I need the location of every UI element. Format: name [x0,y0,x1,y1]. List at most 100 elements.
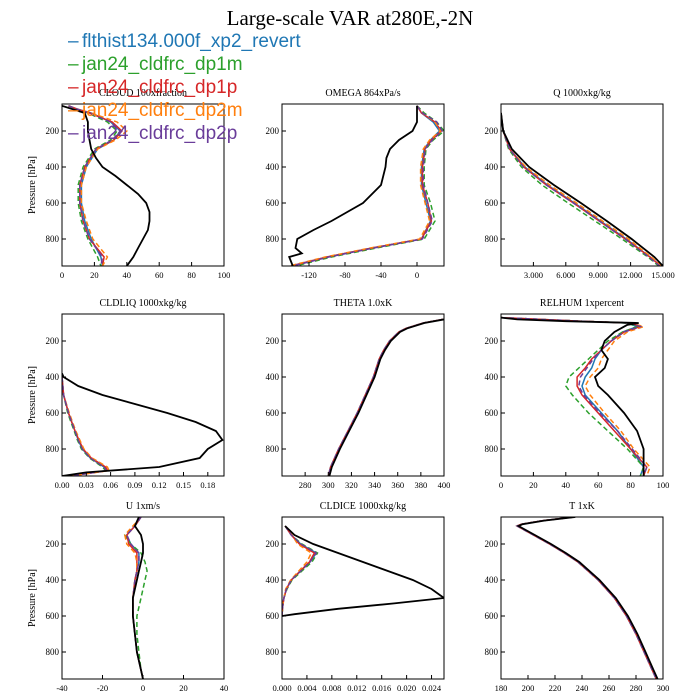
series-line [125,517,144,679]
y-tick-label: 200 [485,539,499,549]
plot-frame [61,103,225,267]
series-line [515,517,657,679]
y-tick-label: 600 [266,198,280,208]
y-tick-label: 200 [46,336,60,346]
subplot-title: THETA 1.0xK [334,298,393,309]
reference-line [287,105,418,266]
x-tick-label: 12.000 [619,270,642,280]
x-tick-label: 3.000 [524,270,543,280]
series-line [62,376,108,476]
y-tick-label: 400 [46,372,60,382]
plot-frame [500,103,664,267]
x-tick-label: 20 [179,683,188,693]
y-tick-label: 800 [46,234,60,244]
x-tick-label: 300 [657,683,670,693]
x-tick-label: 0.020 [397,683,416,693]
series-line [327,318,443,476]
legend-item: – jan24_cldfrc_dp2m [68,100,243,121]
plot-frame [61,313,225,477]
y-tick-label: 600 [266,408,280,418]
series-line [501,316,648,476]
series-line [515,517,657,679]
series-line [501,112,660,266]
x-tick-label: 80 [187,270,196,280]
series-line [62,376,111,476]
x-tick-label: 0 [499,480,503,490]
x-tick-label: 320 [345,480,358,490]
y-tick-label: 800 [266,234,280,244]
x-tick-label: 6.000 [556,270,575,280]
reference-line [501,112,663,266]
y-axis-label: Pressure [hPa] [27,156,38,214]
x-tick-label: 40 [220,683,229,693]
x-tick-label: 0.000 [272,683,291,693]
subplot-title: CLOUD 100xfraction [99,88,187,99]
figure-title: Large-scale VAR at280E,-2N [226,6,474,30]
plot-frame [500,516,664,680]
legend: – flthist134.000f_xp2_revert – jan24_cldfr… [68,30,301,145]
series-line [68,105,122,266]
x-tick-label: 0.15 [176,480,191,490]
series-line [62,376,108,476]
x-tick-label: 0.004 [297,683,317,693]
y-tick-label: 800 [485,234,499,244]
x-tick-label: 80 [626,480,635,490]
x-tick-label: 180 [495,683,508,693]
y-tick-label: 600 [485,611,499,621]
y-tick-label: 200 [485,126,499,136]
x-tick-label: 0.012 [347,683,366,693]
x-tick-label: 400 [438,480,451,490]
x-tick-label: 280 [630,683,643,693]
series-line [282,525,318,617]
x-tick-label: -40 [375,270,386,280]
y-tick-label: 400 [485,372,499,382]
series-line [501,316,645,476]
x-tick-label: 20 [90,270,99,280]
subplot-title: T 1xK [569,501,595,512]
series-line [62,376,109,476]
y-tick-label: 400 [266,162,280,172]
x-tick-label: 0.03 [79,480,94,490]
subplot-title: CLDICE 1000xkg/kg [320,501,406,512]
subplot-title: U 1xm/s [126,501,160,512]
x-tick-label: 300 [322,480,335,490]
plot-frame [500,313,664,477]
legend-item: – flthist134.000f_xp2_revert [68,31,301,52]
series-line [290,105,441,266]
legend-label: jan24_cldfrc_dp1m [82,54,243,75]
series-line [292,105,444,266]
x-tick-label: 100 [657,480,670,490]
plot-frame [281,516,445,680]
y-tick-label: 200 [485,336,499,346]
x-tick-label: 380 [414,480,427,490]
x-tick-label: -80 [339,270,350,280]
reference-line [62,373,224,476]
y-tick-label: 400 [46,162,60,172]
x-tick-label: 200 [522,683,535,693]
subplot-title: OMEGA 864xPa/s [325,88,400,99]
reference-line [282,525,444,617]
x-tick-label: 0 [415,270,419,280]
reference-line [328,318,444,476]
legend-label: jan24_cldfrc_dp2p [82,123,238,144]
y-tick-label: 600 [46,198,60,208]
y-tick-label: 600 [485,198,499,208]
x-tick-label: 0.06 [103,480,118,490]
x-tick-label: -20 [97,683,108,693]
y-tick-label: 600 [485,408,499,418]
series-line [327,318,443,476]
reference-line [516,517,659,679]
x-tick-label: 0.12 [152,480,167,490]
y-tick-label: 600 [266,611,280,621]
x-tick-label: 15.000 [651,270,674,280]
x-tick-label: 0.00 [55,480,70,490]
series-line [327,318,443,476]
y-tick-label: 600 [46,408,60,418]
y-tick-label: 400 [485,575,499,585]
x-tick-label: 60 [155,270,164,280]
series-line [501,316,651,476]
x-tick-label: 0.016 [372,683,391,693]
series-line [282,525,313,617]
x-tick-label: 0.18 [200,480,215,490]
series-line [501,112,661,266]
